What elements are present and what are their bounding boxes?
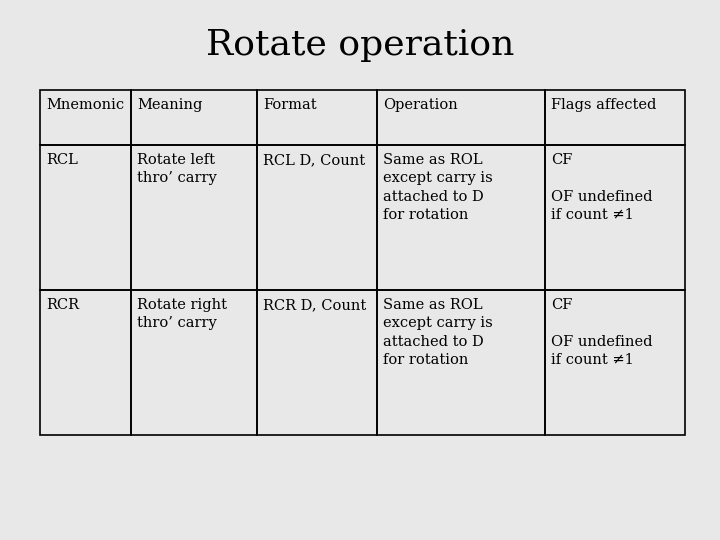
Text: Rotate right
thro’ carry: Rotate right thro’ carry [137,298,227,330]
Text: Meaning: Meaning [137,98,202,112]
Bar [545,145,685,290]
Bar [377,290,545,435]
Text: Rotate operation: Rotate operation [206,28,514,62]
Text: RCR: RCR [46,298,79,312]
Bar [257,145,377,290]
Bar [131,145,257,290]
Text: Operation: Operation [383,98,457,112]
Bar [377,145,545,290]
Text: RCL D, Count: RCL D, Count [264,153,366,167]
Text: Format: Format [264,98,317,112]
Text: Same as ROL
except carry is
attached to D
for rotation: Same as ROL except carry is attached to … [383,298,492,367]
Bar [40,90,131,145]
Bar [545,90,685,145]
Bar [40,145,131,290]
Text: Flags affected: Flags affected [551,98,657,112]
Bar [131,290,257,435]
Text: CF

OF undefined
if count ≠1: CF OF undefined if count ≠1 [551,298,652,367]
Bar [257,90,377,145]
Text: RCR D, Count: RCR D, Count [264,298,366,312]
Text: Same as ROL
except carry is
attached to D
for rotation: Same as ROL except carry is attached to … [383,153,492,222]
Bar [131,90,257,145]
Text: Rotate left
thro’ carry: Rotate left thro’ carry [137,153,217,185]
Bar [545,290,685,435]
Text: Mnemonic: Mnemonic [46,98,124,112]
Text: RCL: RCL [46,153,78,167]
Bar [377,90,545,145]
Bar [257,290,377,435]
Bar [40,290,131,435]
Text: CF

OF undefined
if count ≠1: CF OF undefined if count ≠1 [551,153,652,222]
